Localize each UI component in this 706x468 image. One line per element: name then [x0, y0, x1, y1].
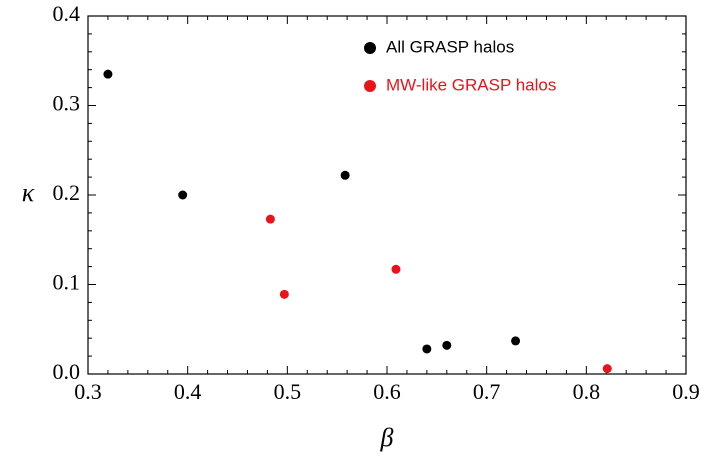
point — [265, 214, 275, 224]
y-tick-label: 0.3 — [53, 91, 81, 116]
legend-label: All GRASP halos — [386, 37, 514, 56]
x-tick-label: 0.7 — [473, 379, 501, 404]
point — [340, 170, 350, 180]
y-tick-label: 0.1 — [53, 270, 81, 295]
point — [511, 336, 521, 346]
point — [279, 289, 289, 299]
plot-frame — [87, 15, 687, 375]
point — [602, 364, 612, 374]
y-tick-label: 0.4 — [53, 1, 81, 26]
x-tick-label: 0.9 — [672, 379, 700, 404]
y-tick-label: 0.0 — [53, 359, 81, 384]
x-axis-label: β — [380, 423, 394, 452]
x-tick-label: 0.8 — [573, 379, 601, 404]
point — [442, 340, 452, 350]
point — [178, 190, 188, 200]
y-tick-label: 0.2 — [53, 180, 81, 205]
legend-label: MW-like GRASP halos — [386, 75, 556, 94]
x-tick-label: 0.5 — [274, 379, 302, 404]
x-tick-label: 0.3 — [74, 379, 102, 404]
x-tick-label: 0.4 — [174, 379, 202, 404]
y-axis-label: κ — [22, 178, 35, 207]
point — [391, 264, 401, 274]
point — [103, 69, 113, 79]
legend-marker — [364, 80, 376, 92]
point — [422, 344, 432, 354]
legend-marker — [364, 42, 376, 54]
x-tick-label: 0.6 — [373, 379, 401, 404]
